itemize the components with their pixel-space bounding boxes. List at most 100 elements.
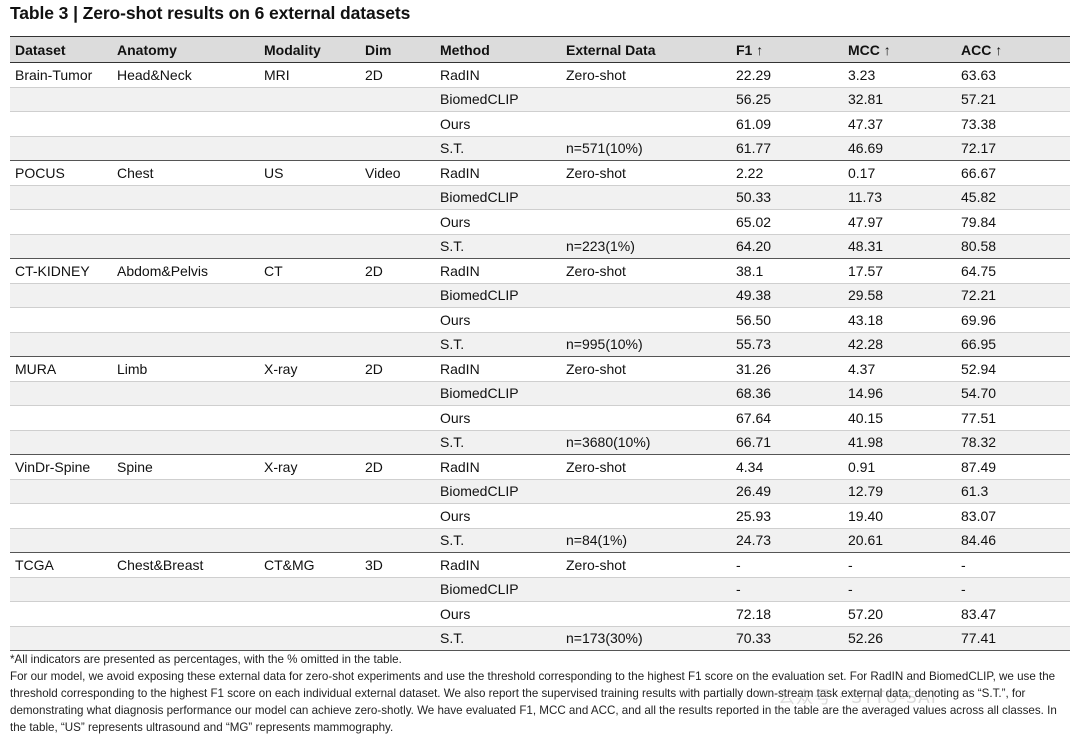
cell-dim: [360, 87, 435, 112]
cell-method: Ours: [435, 405, 561, 431]
cell-anatomy: [112, 283, 259, 308]
watermark: 公众号 · STTU-SAI: [778, 688, 937, 708]
cell-dataset: [10, 185, 112, 210]
cell-anatomy: [112, 503, 259, 529]
cell-modality: [259, 503, 360, 529]
cell-acc: 57.21: [956, 87, 1070, 112]
cell-dataset: CT-KIDNEY: [10, 258, 112, 284]
cell-acc: 69.96: [956, 307, 1070, 333]
cell-f1: 68.36: [731, 381, 843, 406]
cell-acc: 72.21: [956, 283, 1070, 308]
cell-external-data: [561, 503, 731, 529]
cell-dim: 2D: [360, 356, 435, 382]
cell-acc: -: [956, 552, 1070, 578]
cell-external-data: [561, 577, 731, 602]
cell-f1: 55.73: [731, 332, 843, 357]
footnote-percent: *All indicators are presented as percent…: [10, 653, 402, 666]
cell-anatomy: [112, 136, 259, 161]
cell-anatomy: [112, 528, 259, 553]
cell-external-data: Zero-shot: [561, 356, 731, 382]
cell-method: BiomedCLIP: [435, 87, 561, 112]
cell-dataset: [10, 577, 112, 602]
header-row: Dataset Anatomy Modality Dim Method Exte…: [10, 36, 1070, 63]
cell-anatomy: Head&Neck: [112, 62, 259, 88]
table-row: POCUS Chest US Video RadIN Zero-shot 2.22 0.17 6…: [10, 160, 1070, 186]
cell-dim: [360, 503, 435, 529]
cell-acc: 77.51: [956, 405, 1070, 431]
cell-anatomy: [112, 381, 259, 406]
cell-modality: [259, 479, 360, 504]
cell-f1: 22.29: [731, 62, 843, 88]
cell-dim: [360, 234, 435, 259]
cell-external-data: [561, 601, 731, 627]
header-f1: F1 ↑: [731, 36, 843, 63]
cell-dim: [360, 430, 435, 455]
cell-dataset: [10, 332, 112, 357]
cell-modality: [259, 577, 360, 602]
cell-dim: [360, 185, 435, 210]
cell-mcc: 0.17: [843, 160, 956, 186]
cell-anatomy: Chest&Breast: [112, 552, 259, 578]
table-row: Ours 61.09 47.37 73.38: [10, 111, 1070, 137]
cell-f1: -: [731, 577, 843, 602]
cell-method: Ours: [435, 111, 561, 137]
cell-modality: [259, 87, 360, 112]
cell-dataset: [10, 601, 112, 627]
cell-f1: 61.09: [731, 111, 843, 137]
cell-anatomy: [112, 332, 259, 357]
cell-f1: 49.38: [731, 283, 843, 308]
cell-method: BiomedCLIP: [435, 577, 561, 602]
cell-dim: [360, 307, 435, 333]
cell-dim: 2D: [360, 62, 435, 88]
cell-mcc: 29.58: [843, 283, 956, 308]
cell-dim: [360, 601, 435, 627]
cell-dim: [360, 626, 435, 651]
cell-dataset: [10, 503, 112, 529]
table-header: Dataset Anatomy Modality Dim Method Exte…: [10, 36, 1070, 63]
cell-modality: [259, 234, 360, 259]
table-row: BiomedCLIP 49.38 29.58 72.21: [10, 283, 1070, 308]
results-table: Dataset Anatomy Modality Dim Method Exte…: [10, 36, 1070, 651]
cell-anatomy: [112, 111, 259, 137]
cell-mcc: 3.23: [843, 62, 956, 88]
cell-dataset: [10, 136, 112, 161]
cell-method: BiomedCLIP: [435, 185, 561, 210]
cell-dataset: [10, 209, 112, 235]
cell-f1: 66.71: [731, 430, 843, 455]
cell-anatomy: Limb: [112, 356, 259, 382]
cell-method: RadIN: [435, 160, 561, 186]
header-dataset: Dataset: [10, 36, 112, 63]
cell-dataset: [10, 430, 112, 455]
cell-dataset: [10, 405, 112, 431]
header-method: Method: [435, 36, 561, 63]
cell-dataset: [10, 381, 112, 406]
cell-modality: MRI: [259, 62, 360, 88]
cell-anatomy: [112, 185, 259, 210]
cell-acc: 61.3: [956, 479, 1070, 504]
cell-external-data: n=223(1%): [561, 234, 731, 259]
table-row: S.T. n=3680(10%) 66.71 41.98 78.32: [10, 430, 1070, 455]
cell-mcc: 47.37: [843, 111, 956, 137]
table-row: S.T. n=571(10%) 61.77 46.69 72.17: [10, 136, 1070, 161]
cell-f1: 2.22: [731, 160, 843, 186]
cell-dataset: POCUS: [10, 160, 112, 186]
cell-mcc: 20.61: [843, 528, 956, 553]
cell-mcc: -: [843, 577, 956, 602]
cell-modality: X-ray: [259, 454, 360, 480]
cell-acc: 64.75: [956, 258, 1070, 284]
cell-acc: -: [956, 577, 1070, 602]
cell-method: S.T.: [435, 626, 561, 651]
cell-external-data: Zero-shot: [561, 62, 731, 88]
cell-f1: 50.33: [731, 185, 843, 210]
cell-external-data: Zero-shot: [561, 454, 731, 480]
cell-anatomy: [112, 209, 259, 235]
cell-f1: 31.26: [731, 356, 843, 382]
table-row: S.T. n=173(30%) 70.33 52.26 77.41: [10, 626, 1070, 651]
cell-dataset: MURA: [10, 356, 112, 382]
cell-mcc: -: [843, 552, 956, 578]
cell-mcc: 57.20: [843, 601, 956, 627]
cell-dim: [360, 332, 435, 357]
cell-dim: [360, 577, 435, 602]
cell-dim: [360, 283, 435, 308]
header-anatomy: Anatomy: [112, 36, 259, 63]
